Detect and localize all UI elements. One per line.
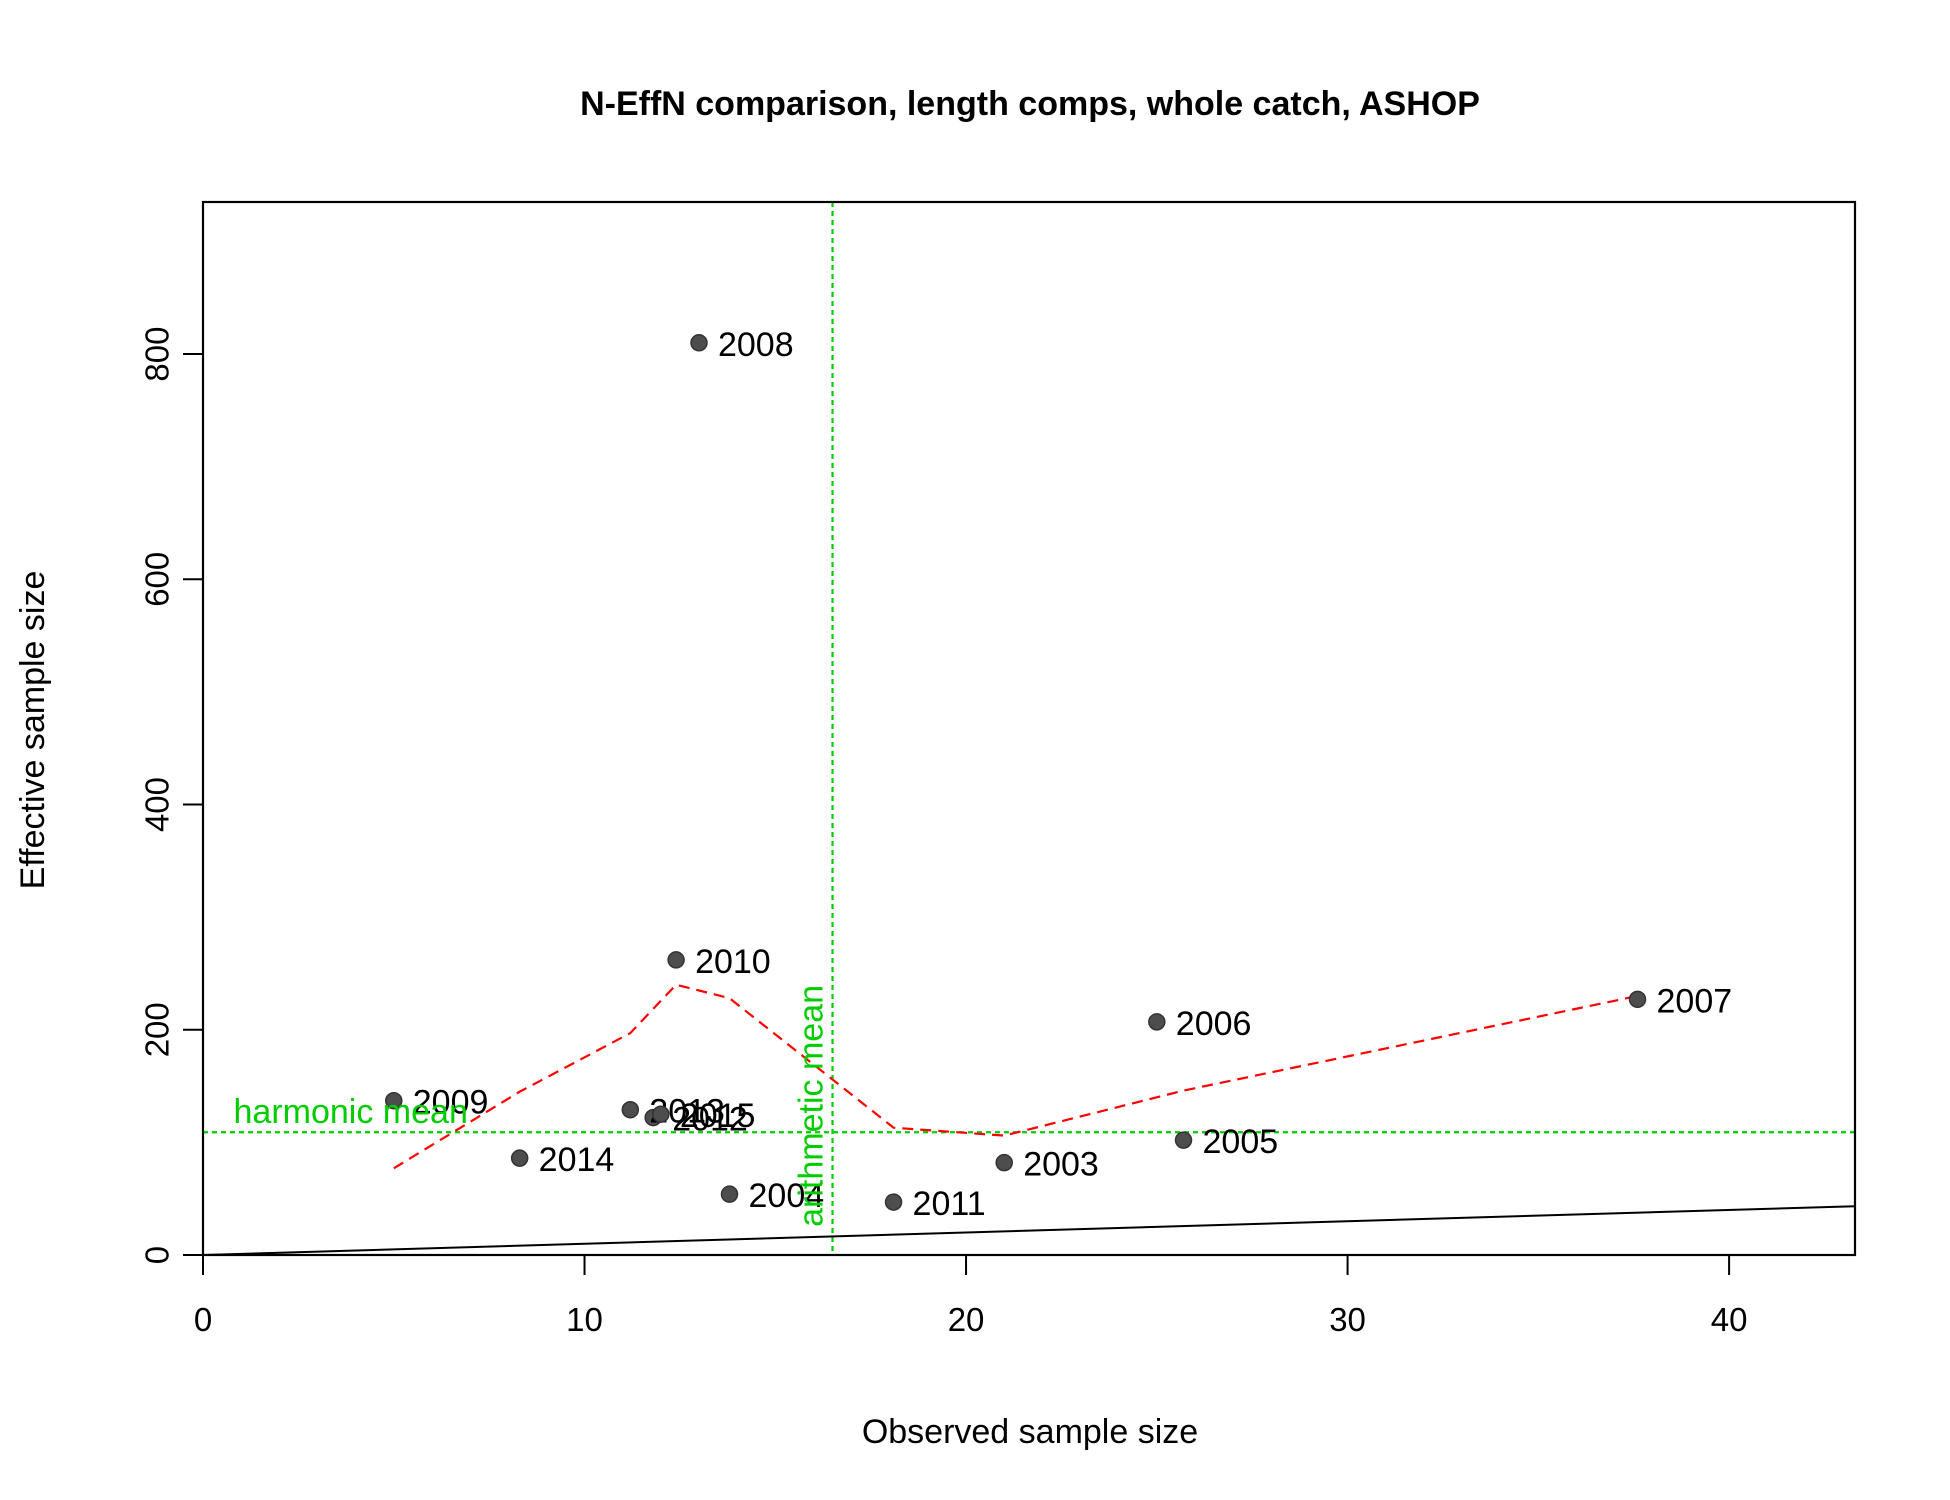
y-tick-label-800: 800 [139,327,176,382]
y-axis: 0 200 400 600 800 [139,327,204,1264]
y-tick-label-400: 400 [139,777,176,832]
x-tick-label-40: 40 [1711,1301,1748,1338]
data-point-2003 [995,1153,1013,1172]
point-label-2006: 2006 [1176,1005,1252,1043]
point-label-2007: 2007 [1657,982,1733,1020]
x-axis-label: Observed sample size [862,1413,1198,1451]
identity-line-group [202,1205,1856,1256]
point-label-2005: 2005 [1203,1123,1279,1161]
x-tick-label-30: 30 [1329,1301,1366,1338]
x-axis: 0 10 20 30 40 [194,1254,1748,1338]
data-point-2014 [510,1149,529,1167]
smoother-line [393,983,1638,1170]
point-label-2003: 2003 [1023,1146,1099,1184]
data-point-2007 [1628,990,1647,1009]
point-label-2008: 2008 [718,326,794,364]
smoother-line-group [393,983,1638,1170]
data-point-2015 [652,1105,670,1123]
data-point-2010 [667,951,685,969]
point-label-2014: 2014 [539,1141,615,1179]
point-label-2011: 2011 [913,1185,986,1223]
data-point-2006 [1148,1013,1166,1031]
data-point-2013 [621,1100,640,1119]
data-point-2004 [720,1185,739,1203]
point-label-2004: 2004 [749,1177,825,1215]
point-label-2015: 2015 [680,1097,756,1135]
harmonic-mean-label: harmonic mean [234,1093,468,1131]
data-point-2009 [385,1091,403,1110]
data-point-2008 [690,334,708,352]
y-axis-label: Effective sample size [14,571,52,890]
identity-line [202,1205,1856,1256]
y-tick-label-600: 600 [139,552,176,607]
data-points: 2003 2004 2005 2006 2007 2008 2009 2010 2011 2012… [385,326,1733,1223]
y-tick-label-0: 0 [139,1246,176,1264]
arithmetic-mean-label: arithmetic mean [793,985,831,1227]
data-point-2011 [884,1193,903,1211]
point-label-2009: 2009 [413,1084,489,1122]
plot-frame [201,200,1857,1257]
x-tick-label-0: 0 [194,1301,212,1338]
chart-title: N-EffN comparison, length comps, whole c… [580,85,1480,123]
point-label-2010: 2010 [695,943,771,981]
y-tick-label-200: 200 [139,1002,176,1057]
x-tick-label-10: 10 [566,1301,603,1338]
x-tick-label-20: 20 [948,1301,985,1338]
data-point-2005 [1174,1131,1193,1149]
point-label-2012: 2012 [672,1101,748,1139]
reference-labels: harmonic mean arithmetic mean [234,985,831,1227]
